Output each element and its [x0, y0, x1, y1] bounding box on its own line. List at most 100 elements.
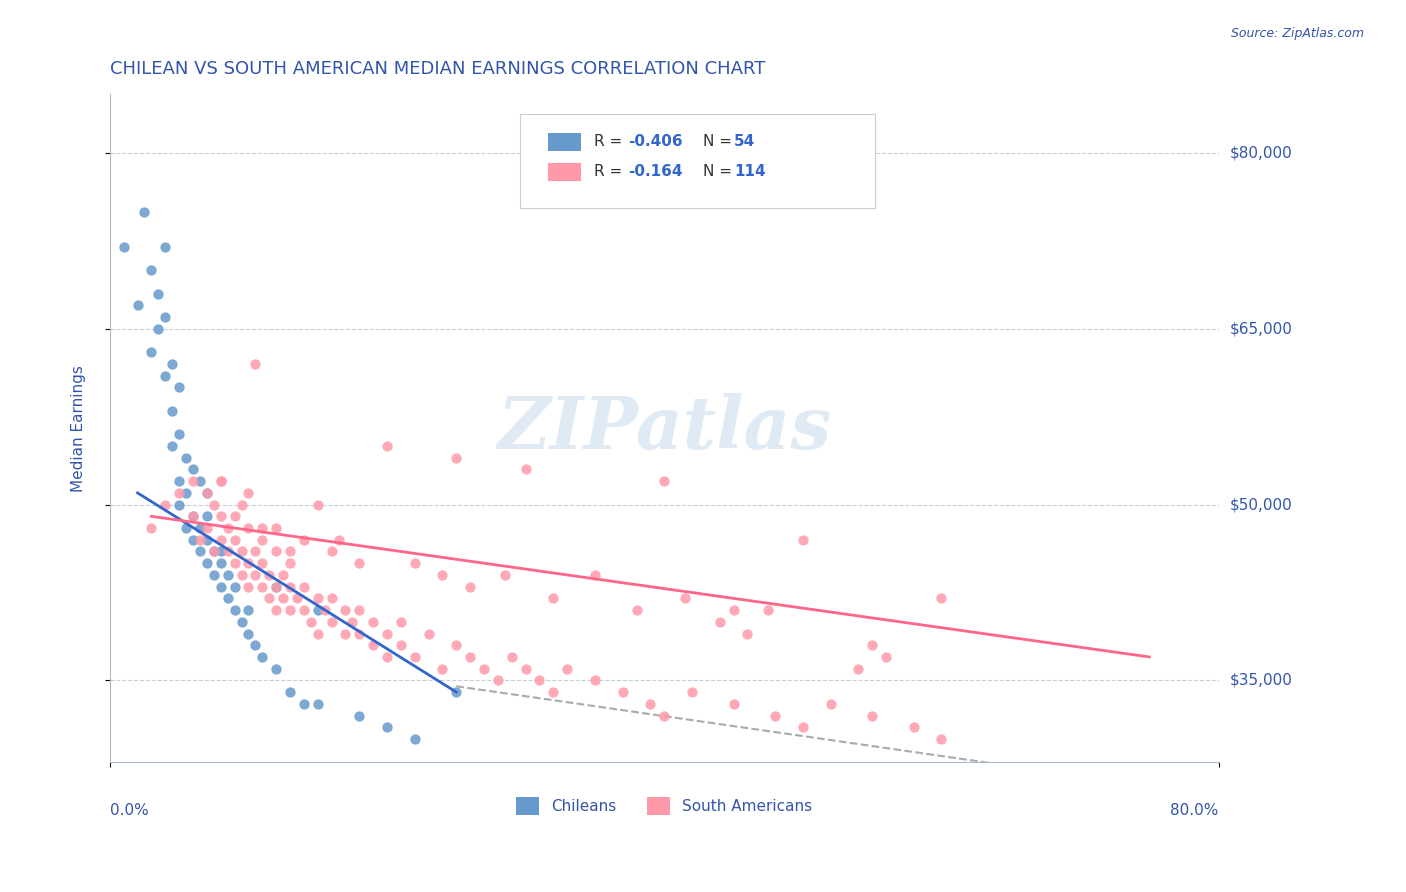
Point — [141, 521, 163, 535]
Point — [271, 568, 294, 582]
Point — [723, 697, 745, 711]
Text: -0.406: -0.406 — [627, 135, 682, 149]
Point — [252, 533, 274, 547]
Point — [238, 521, 260, 535]
Text: $80,000: $80,000 — [1230, 145, 1292, 161]
Point — [181, 462, 204, 476]
Point — [155, 310, 177, 324]
Point — [501, 650, 523, 665]
Point — [167, 498, 190, 512]
Point — [181, 509, 204, 524]
Point — [472, 662, 495, 676]
Point — [264, 544, 287, 558]
Point — [134, 204, 156, 219]
Point — [174, 521, 197, 535]
Point — [195, 509, 218, 524]
Point — [167, 380, 190, 394]
Point — [278, 556, 301, 570]
Point — [278, 580, 301, 594]
Point — [285, 591, 308, 606]
Point — [494, 568, 516, 582]
Point — [723, 603, 745, 617]
Point — [626, 603, 648, 617]
Point — [349, 603, 371, 617]
Point — [224, 533, 246, 547]
Point — [349, 626, 371, 640]
Point — [231, 615, 253, 629]
Point — [181, 533, 204, 547]
Point — [231, 568, 253, 582]
Point — [238, 626, 260, 640]
Point — [375, 439, 398, 453]
Point — [515, 462, 537, 476]
Point — [673, 591, 696, 606]
Point — [652, 708, 675, 723]
Point — [404, 731, 426, 746]
Point — [321, 591, 343, 606]
Point — [555, 662, 578, 676]
Point — [202, 498, 225, 512]
Point — [292, 697, 315, 711]
Point — [404, 650, 426, 665]
Point — [141, 345, 163, 359]
Point — [432, 568, 454, 582]
Point — [209, 580, 232, 594]
Point — [209, 533, 232, 547]
FancyBboxPatch shape — [548, 133, 581, 152]
Point — [181, 509, 204, 524]
Y-axis label: Median Earnings: Median Earnings — [72, 365, 86, 491]
Point — [321, 615, 343, 629]
Point — [224, 556, 246, 570]
Point — [195, 486, 218, 500]
Point — [931, 731, 953, 746]
Point — [148, 286, 170, 301]
Point — [112, 240, 135, 254]
Point — [155, 240, 177, 254]
Point — [361, 615, 384, 629]
Point — [389, 615, 412, 629]
Point — [264, 521, 287, 535]
Text: CHILEAN VS SOUTH AMERICAN MEDIAN EARNINGS CORRELATION CHART: CHILEAN VS SOUTH AMERICAN MEDIAN EARNING… — [110, 60, 765, 78]
Text: 80.0%: 80.0% — [1170, 803, 1219, 817]
Point — [903, 720, 925, 734]
Point — [446, 638, 468, 652]
Point — [292, 533, 315, 547]
Point — [583, 568, 606, 582]
Point — [860, 638, 883, 652]
Point — [224, 603, 246, 617]
Point — [252, 521, 274, 535]
Point — [245, 568, 267, 582]
Point — [515, 662, 537, 676]
Point — [763, 708, 786, 723]
Point — [709, 615, 731, 629]
Point — [167, 474, 190, 488]
Point — [458, 650, 481, 665]
Point — [432, 662, 454, 676]
Point — [209, 474, 232, 488]
Point — [160, 357, 183, 371]
FancyBboxPatch shape — [520, 114, 875, 208]
Point — [264, 580, 287, 594]
Point — [202, 544, 225, 558]
Point — [195, 556, 218, 570]
Text: 114: 114 — [734, 164, 766, 179]
Point — [238, 580, 260, 594]
Point — [860, 708, 883, 723]
Point — [174, 450, 197, 465]
Point — [278, 544, 301, 558]
Point — [278, 603, 301, 617]
Point — [792, 533, 814, 547]
Point — [148, 322, 170, 336]
Point — [202, 544, 225, 558]
Point — [252, 580, 274, 594]
Point — [238, 603, 260, 617]
Point — [252, 650, 274, 665]
Text: $50,000: $50,000 — [1230, 497, 1292, 512]
Point — [278, 685, 301, 699]
Text: ZIPatlas: ZIPatlas — [498, 393, 831, 464]
Text: 0.0%: 0.0% — [110, 803, 149, 817]
Point — [238, 556, 260, 570]
Point — [486, 673, 509, 688]
Text: 54: 54 — [734, 135, 755, 149]
Text: $35,000: $35,000 — [1230, 673, 1292, 688]
